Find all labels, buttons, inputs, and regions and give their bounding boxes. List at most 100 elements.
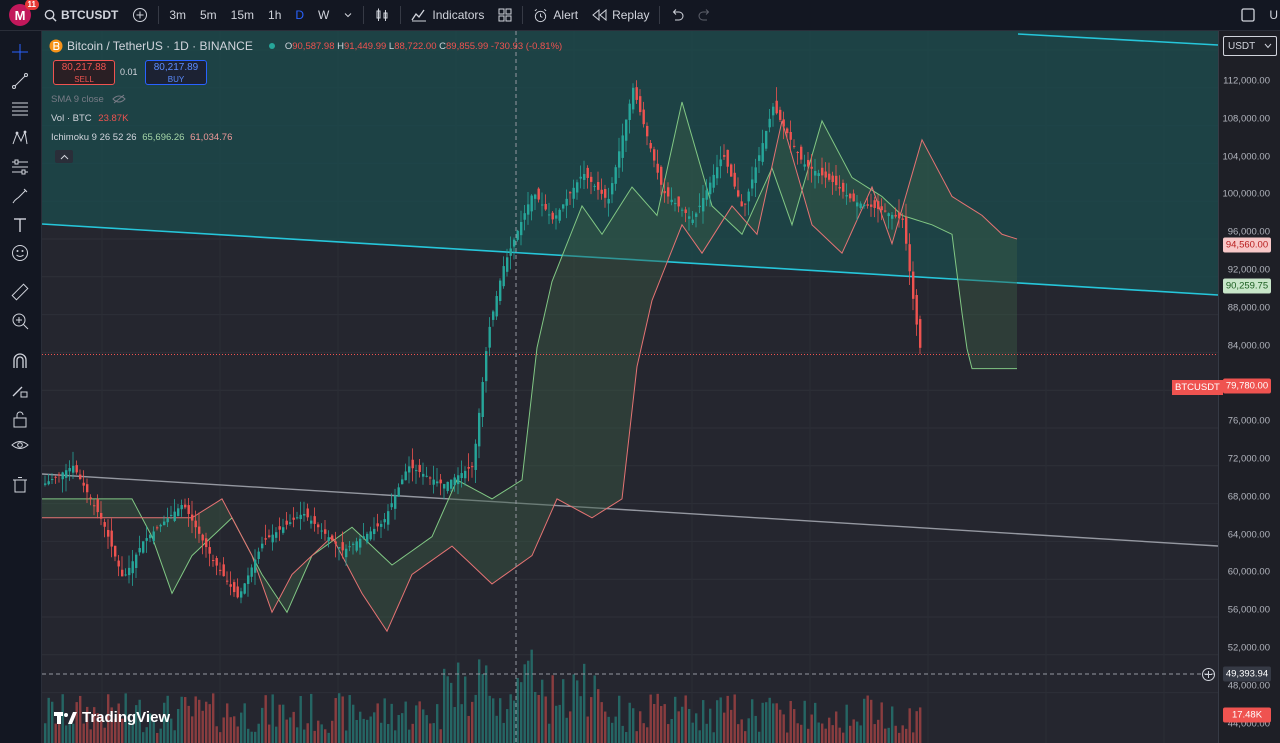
candle-body [355, 541, 358, 551]
collapse-legend-button[interactable] [55, 150, 73, 163]
prediction-tool[interactable] [10, 157, 30, 177]
candle-body [166, 518, 169, 523]
candle-body [688, 216, 691, 219]
ichimoku-indicator[interactable]: Ichimoku 9 26 52 26 65,696.26 61,034.76 [51, 132, 232, 143]
high-label: H [337, 40, 345, 52]
text-tool[interactable] [10, 215, 30, 235]
volume-bar [261, 707, 264, 743]
candle-body [852, 193, 855, 202]
volume-bar [159, 728, 162, 743]
candle-body [639, 96, 642, 113]
alert-button[interactable]: Alert [526, 0, 585, 31]
interval-w[interactable]: W [318, 8, 330, 22]
candle-body [817, 173, 820, 177]
volume-bar [607, 716, 610, 743]
eye-off-icon[interactable] [112, 94, 127, 104]
volume-bar [460, 704, 463, 743]
volume-bar [656, 693, 659, 743]
fullscreen-button[interactable] [1234, 0, 1262, 31]
ichimoku-label: Ichimoku 9 26 52 26 [51, 132, 137, 143]
tradingview-logo[interactable]: TradingView [54, 709, 170, 726]
candle-body [772, 106, 775, 116]
rewind-icon [592, 9, 607, 21]
compare-button[interactable] [125, 0, 155, 31]
chart-type-button[interactable] [367, 0, 397, 31]
user-avatar[interactable]: M 11 [9, 0, 39, 26]
candle-body [460, 473, 463, 479]
account-partial[interactable]: U [1269, 8, 1278, 22]
interval-1h[interactable]: 1h [268, 8, 282, 22]
trend-line-tool[interactable] [10, 71, 30, 91]
lock-tool[interactable] [10, 409, 30, 429]
candle-body [100, 512, 103, 519]
candle-body [138, 548, 141, 553]
emoji-tool[interactable] [10, 243, 30, 263]
fib-tool[interactable] [10, 99, 30, 119]
measure-tool[interactable] [10, 282, 30, 302]
interval-3m[interactable]: 3m [169, 8, 186, 22]
undo-button[interactable] [663, 0, 691, 31]
volume-bar [838, 727, 841, 743]
candle-body [810, 166, 813, 169]
symbol-title[interactable]: Bitcoin / TetherUS · 1D · BINANCE [67, 39, 253, 53]
volume-bar [296, 727, 299, 743]
candle-body [572, 187, 575, 199]
volume-bar [663, 704, 666, 743]
layouts-button[interactable] [491, 0, 519, 31]
price-chart[interactable] [42, 31, 1218, 743]
stay-drawing-tool[interactable] [10, 380, 30, 400]
sma-indicator[interactable]: SMA 9 close [51, 94, 127, 105]
volume-bar [824, 728, 827, 743]
volume-bar [586, 716, 589, 743]
candle-body [863, 204, 866, 207]
interval-dropdown[interactable] [336, 0, 360, 31]
magnet-tool[interactable] [10, 351, 30, 371]
interval-5m[interactable]: 5m [200, 8, 217, 22]
pattern-tool[interactable] [10, 128, 30, 148]
add-alert-button[interactable] [1202, 668, 1215, 681]
zoom-tool[interactable] [10, 311, 30, 331]
channel-fill [42, 31, 1218, 295]
volume-bar [905, 728, 908, 743]
candle-body [61, 472, 64, 480]
remove-drawings-tool[interactable] [10, 475, 30, 495]
candle-body [103, 522, 106, 527]
volume-bar [341, 696, 344, 743]
candle-body [79, 474, 82, 480]
candle-body [194, 520, 197, 528]
candles-icon [376, 8, 388, 21]
candle-body [250, 567, 253, 577]
candle-body [212, 560, 215, 562]
candle-body [408, 466, 411, 473]
interval-15m[interactable]: 15m [230, 8, 255, 22]
candle-body [887, 213, 890, 217]
candle-body [180, 505, 183, 510]
volume-bar [233, 716, 236, 743]
sell-button[interactable]: 80,217.88 SELL [53, 60, 115, 85]
volume-bar [863, 698, 866, 743]
volume-bar [184, 697, 187, 743]
volume-bar [821, 723, 824, 743]
volume-bar [558, 704, 561, 743]
candle-body [201, 534, 204, 541]
volume-bar [534, 691, 537, 743]
currency-select[interactable]: USDT [1223, 36, 1277, 56]
redo-button[interactable] [691, 0, 719, 31]
interval-d[interactable]: D [295, 8, 305, 22]
indicators-button[interactable]: Indicators [404, 0, 491, 31]
crosshair-tool[interactable] [10, 42, 30, 62]
volume-bar [191, 716, 194, 743]
price-scale[interactable]: USDT 112,000.00 108,000.00 104,000.00 100,0… [1218, 31, 1280, 743]
volume-bar [250, 731, 253, 743]
candle-body [670, 199, 673, 203]
volume-indicator[interactable]: Vol · BTC 23.87K [51, 113, 128, 124]
candle-body [730, 164, 733, 177]
visibility-tool[interactable] [10, 435, 30, 455]
buy-button[interactable]: 80,217.89 BUY [145, 60, 207, 85]
chart-pane[interactable] [42, 31, 1218, 743]
volume-bar [583, 663, 586, 743]
brush-tool[interactable] [10, 186, 30, 206]
replay-button[interactable]: Replay [585, 0, 656, 31]
symbol-search[interactable]: BTCUSDT [37, 0, 125, 31]
candle-body [334, 541, 337, 544]
